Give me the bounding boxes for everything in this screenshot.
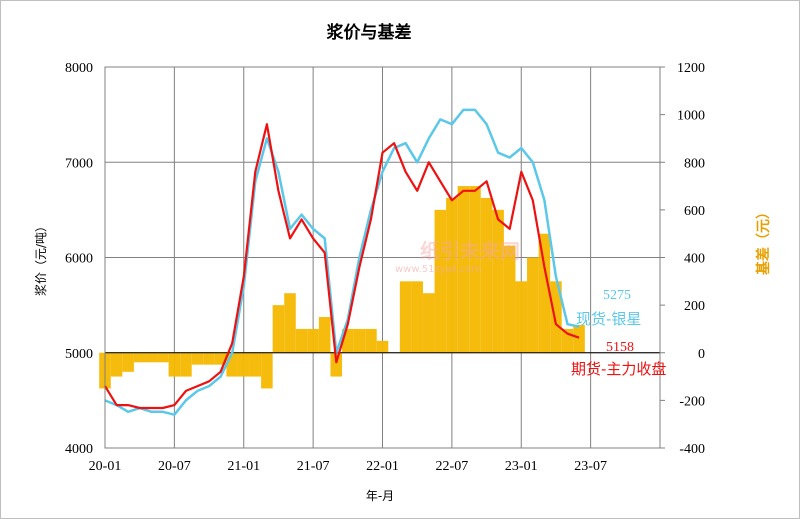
basis-bar [457,186,470,353]
y2-tick-label: 0 [698,347,705,362]
x-tick-label: 22-01 [366,459,399,474]
x-tick-label: 23-01 [505,459,538,474]
basis-bar [214,352,227,365]
x-axis-label: 年-月 [366,489,394,503]
x-tick-label: 21-07 [297,459,330,474]
basis-bar [353,328,366,353]
y2-tick-label: -400 [679,442,705,457]
basis-bar [515,281,528,353]
y2-tick-label: 400 [684,252,705,267]
basis-bar [399,281,412,353]
spot-line [104,108,580,416]
futures-last-value: 5158 [606,340,634,355]
basis-bar [365,328,377,353]
futures-series-label: 期货-主力收盘 [571,360,666,378]
basis-bar [503,245,516,353]
basis-bar [307,328,319,353]
y-tick-label: 4000 [65,442,93,457]
y2-tick-label: 800 [684,156,705,171]
basis-bar [157,352,169,363]
basis-bar [133,352,146,363]
y-tick-label: 5000 [65,347,93,362]
basis-bar [237,352,250,377]
basis-bar [145,352,158,363]
x-tick-label: 20-01 [89,459,122,474]
y2-tick-label: 200 [684,299,705,314]
basis-bar [573,324,585,353]
basis-bar [261,352,273,389]
basis-bar [295,328,308,353]
y2-axis-label: 基差（元） [755,205,772,275]
line-series [104,108,580,416]
basis-bar [226,352,238,377]
basis-bar [110,352,123,377]
basis-bar [249,352,262,377]
basis-bar [376,340,389,353]
basis-bar [318,317,331,353]
basis-bar [550,281,562,353]
x-tick-label: 23-07 [574,459,607,474]
y-tick-label: 8000 [65,61,93,76]
chart-title: 浆价与基差 [327,22,412,43]
basis-bar [469,186,481,353]
spot-last-value: 5275 [603,288,631,303]
y2-tick-label: 1000 [677,109,705,124]
spot-series-label: 现货-银星 [576,310,641,328]
basis-bar [411,281,423,353]
basis-bar [122,352,134,372]
basis-bar [422,293,435,353]
y2-tick-label: -200 [679,394,705,409]
x-tick-label: 21-01 [227,459,260,474]
x-tick-label: 20-07 [158,459,191,474]
basis-bar [272,305,285,353]
basis-area-series [99,186,660,389]
y-tick-label: 7000 [65,156,93,171]
basis-bar [561,328,574,353]
y-axis-label: 浆价（元/吨） [33,220,48,296]
watermark-url: www.51zywl.com [395,264,481,275]
x-tick-label: 22-07 [436,459,469,474]
basis-bar [446,197,458,353]
basis-bar [492,209,504,353]
y2-tick-label: 600 [684,204,705,219]
basis-bar [284,293,296,353]
y2-tick-label: 1200 [677,61,705,76]
basis-bar [180,352,192,377]
watermark: 纸引未来网 [420,239,520,263]
futures-line [104,123,580,410]
basis-bar [480,197,493,353]
basis-bar [168,352,181,377]
basis-bar [330,352,343,377]
basis-bar [434,209,447,353]
basis-bar [342,328,354,353]
basis-bar [203,352,215,365]
series-labels: 5275 现货-银星 5158 期货-主力收盘 [571,288,666,378]
basis-bar [538,233,551,353]
y-tick-label: 6000 [65,252,93,267]
basis-bar [191,352,204,365]
basis-bar [527,257,539,353]
